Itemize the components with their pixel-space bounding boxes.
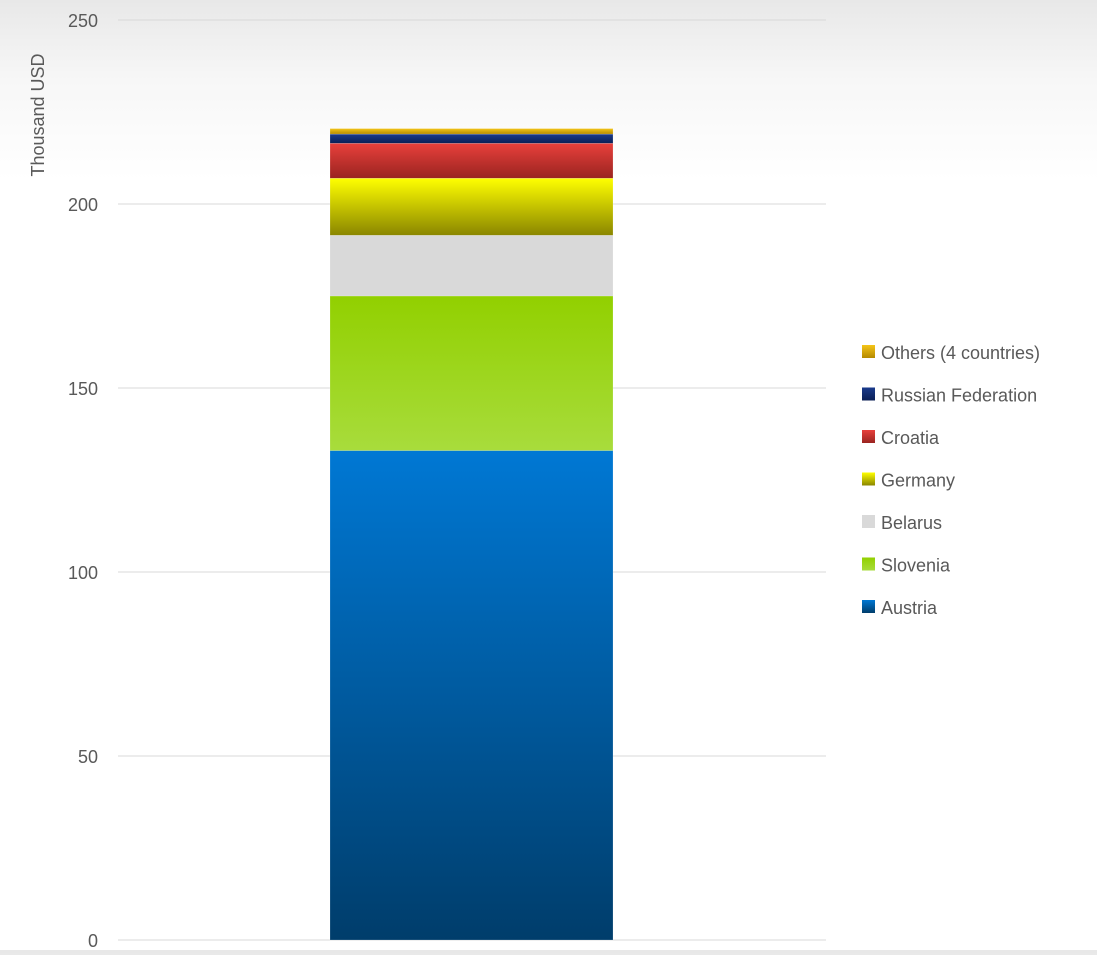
legend-swatch <box>862 345 875 358</box>
y-tick-label: 0 <box>88 931 98 950</box>
bar-segment-slovenia <box>329 295 614 451</box>
legend-swatch <box>862 430 875 443</box>
bar-segment-belarus <box>329 235 614 297</box>
legend-label: Russian Federation <box>881 386 1037 406</box>
y-tick-label: 200 <box>68 195 98 215</box>
y-axis-title: Thousand USD <box>28 53 48 176</box>
y-tick-label: 100 <box>68 563 98 583</box>
bar-segment-croatia <box>329 143 614 179</box>
y-axis: 0 50 100 150 200 250 <box>68 11 98 951</box>
bar-segment-germany <box>329 177 614 236</box>
bar-segment-russian-federation <box>329 133 614 144</box>
bar-segment-austria <box>329 450 614 941</box>
y-tick-label: 50 <box>78 747 98 767</box>
legend-swatch <box>862 387 875 401</box>
legend-swatch <box>862 515 875 528</box>
legend-swatch <box>862 600 875 613</box>
legend-label: Belarus <box>881 513 942 533</box>
legend-label: Germany <box>881 471 955 491</box>
y-tick-label: 250 <box>68 11 98 31</box>
y-tick-label: 150 <box>68 379 98 399</box>
bars <box>329 128 614 941</box>
legend-label: Croatia <box>881 428 940 448</box>
legend-label: Others (4 countries) <box>881 343 1040 363</box>
legend: Others (4 countries) Russian Federation Cr… <box>862 343 1040 618</box>
legend-swatch <box>862 472 875 486</box>
legend-label: Slovenia <box>881 556 951 576</box>
bar-segment-others-4-countries <box>329 128 614 135</box>
legend-swatch <box>862 557 875 571</box>
legend-label: Austria <box>881 598 938 618</box>
